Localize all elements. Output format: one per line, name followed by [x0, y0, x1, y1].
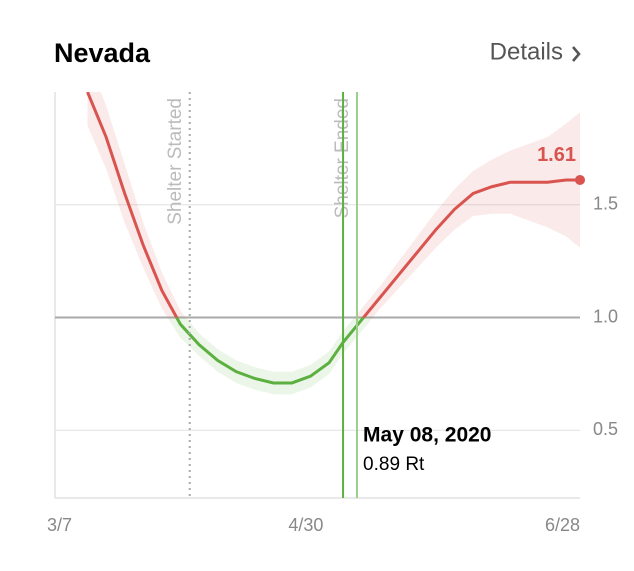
rt-line: [86, 92, 580, 385]
y-tick-label: 0.5: [593, 419, 618, 439]
cursor-value-number: 0.89: [363, 454, 400, 475]
x-tick-label: 3/7: [47, 515, 72, 535]
y-tick-label: 1.0: [593, 306, 618, 326]
y-tick-label: 1.5: [593, 194, 618, 214]
last-point: [575, 174, 585, 185]
state-title: Nevada: [54, 38, 151, 68]
plot: [86, 92, 580, 395]
details-link[interactable]: Details: [490, 38, 581, 65]
details-text[interactable]: Details: [490, 38, 563, 65]
chevron[interactable]: [572, 46, 581, 62]
last-value-label: 1.61: [537, 144, 576, 166]
x-tick-label: 6/28: [545, 515, 580, 535]
annotation-label: Shelter Started: [165, 98, 186, 225]
cursor-date: May 08, 2020: [363, 424, 491, 447]
cursor-unit: Rt: [405, 454, 425, 475]
cursor-value: 0.89 Rt: [363, 454, 425, 475]
x-tick-label: 4/30: [288, 515, 323, 535]
